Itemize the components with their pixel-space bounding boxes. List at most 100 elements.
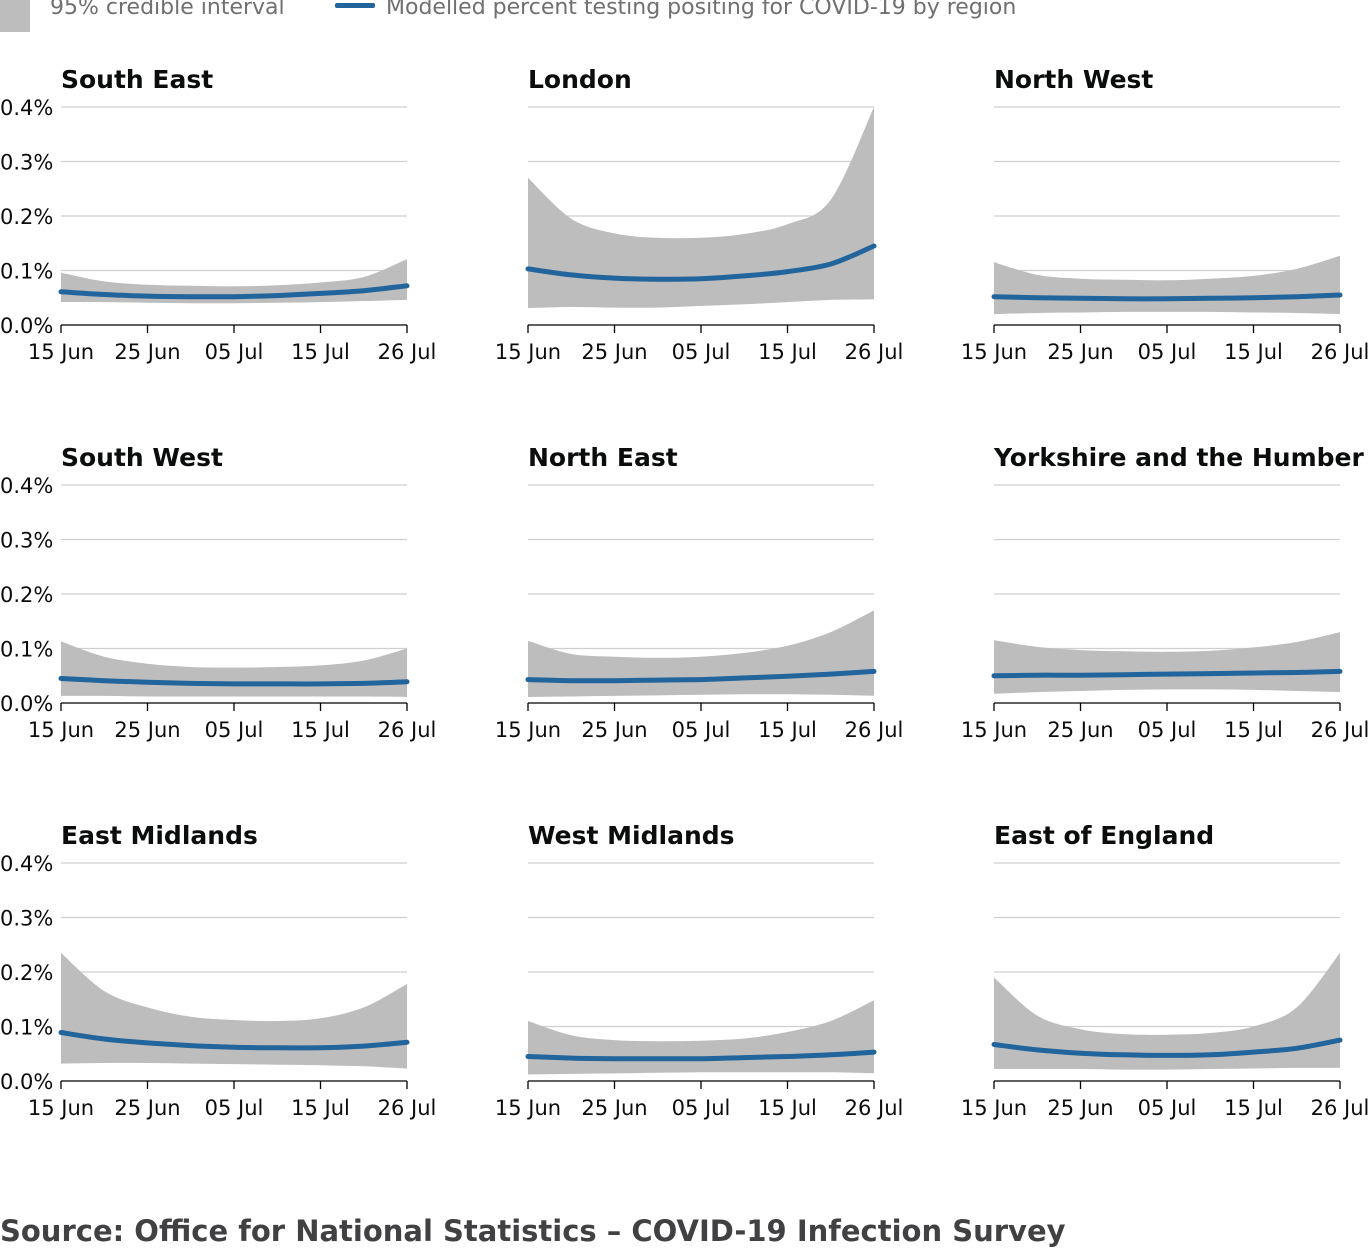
x-tick-label: 26 Jul [845,1096,904,1120]
x-tick-label: 26 Jul [1311,718,1370,742]
x-tick-label: 15 Jun [28,1096,94,1120]
y-tick-label: 0.3% [0,151,53,175]
x-tick-label: 15 Jun [495,1096,561,1120]
y-tick-label: 0.0% [0,692,53,716]
small-multiples-chart: South East 15 Jun 25 Jun 05 Jul 15 Jul 26 Jul… [0,65,1369,1120]
y-tick-label: 0.4% [0,474,53,498]
y-tick-label: 0.1% [0,1016,53,1040]
panel-south-east: South East 15 Jun 25 Jun 05 Jul 15 Jul 26 Jul… [0,65,436,364]
x-tick-label: 25 Jun [114,340,180,364]
y-tick-label: 0.1% [0,260,53,284]
credible-interval-band [61,952,407,1069]
panel-south-west: South West 15 Jun 25 Jun 05 Jul 15 Jul 26 Jul… [0,443,436,742]
x-tick-label: 25 Jun [1047,718,1113,742]
x-tick-label: 15 Jun [495,718,561,742]
x-tick-label: 26 Jul [378,718,437,742]
modelled-line [58,283,410,300]
x-tick-label: 25 Jun [581,1096,647,1120]
legend: 95% credible interval Modelled percent t… [0,0,1370,34]
panel-title: London [528,65,632,94]
x-tick-label: 26 Jul [378,1096,437,1120]
x-tick-label: 25 Jun [114,718,180,742]
panel-title: East Midlands [61,821,258,850]
panel-title: North East [528,443,678,472]
x-tick-label: 15 Jul [291,718,350,742]
panel-yorkshire-and-the-humber: Yorkshire and the Humber 15 Jun 25 Jun 05 J… [961,443,1369,742]
modelled-line [991,292,1343,302]
x-tick-label: 26 Jul [845,340,904,364]
source-note: Source: Office for National Statistics –… [0,1214,1066,1248]
x-tick-label: 15 Jul [1224,340,1283,364]
x-tick-label: 15 Jul [291,1096,350,1120]
modelled-line [525,668,877,684]
y-tick-label: 0.0% [0,1070,53,1094]
panel-north-west: North West 15 Jun 25 Jun 05 Jul 15 Jul 26 Jul [961,65,1369,364]
modelled-line [525,243,877,282]
panel-title: Yorkshire and the Humber [993,443,1364,472]
y-tick-label: 0.2% [0,961,53,985]
x-tick-label: 26 Jul [1311,340,1370,364]
credible-interval-band [994,952,1340,1070]
x-tick-label: 15 Jul [1224,1096,1283,1120]
x-tick-label: 05 Jul [672,718,731,742]
x-tick-label: 15 Jul [1224,718,1283,742]
x-tick-label: 26 Jul [378,340,437,364]
x-tick-label: 05 Jul [205,340,264,364]
interval-legend-label: 95% credible interval [50,0,285,20]
line-legend-label: Modelled percent testing positing for CO… [386,0,1017,20]
x-tick-label: 15 Jul [758,340,817,364]
credible-interval-band [994,255,1340,315]
y-tick-label: 0.4% [0,96,53,120]
x-tick-label: 05 Jul [1138,718,1197,742]
x-tick-label: 25 Jun [581,718,647,742]
y-tick-label: 0.1% [0,638,53,662]
modelled-line [991,1037,1343,1058]
x-tick-label: 25 Jun [1047,340,1113,364]
x-tick-label: 15 Jun [495,340,561,364]
panel-title: South East [61,65,213,94]
x-tick-label: 15 Jun [28,340,94,364]
panel-east-midlands: East Midlands 15 Jun 25 Jun 05 Jul 15 Jul 26 … [0,821,436,1120]
credible-interval-band [994,632,1340,694]
credible-interval-band [528,107,874,309]
x-tick-label: 26 Jul [1311,1096,1370,1120]
y-tick-label: 0.3% [0,529,53,553]
x-tick-label: 05 Jul [672,340,731,364]
x-tick-label: 15 Jul [758,1096,817,1120]
modelled-line [525,1049,877,1062]
x-tick-label: 15 Jun [961,340,1027,364]
panel-title: East of England [994,821,1214,850]
panel-london: London 15 Jun 25 Jun 05 Jul 15 Jul 26 Jul [495,65,903,364]
y-tick-label: 0.0% [0,314,53,338]
y-tick-label: 0.4% [0,852,53,876]
line-legend-swatch [335,3,375,8]
modelled-line [58,1030,410,1051]
x-tick-label: 26 Jul [845,718,904,742]
x-tick-label: 15 Jun [961,1096,1027,1120]
credible-interval-band [528,610,874,697]
x-tick-label: 25 Jun [114,1096,180,1120]
credible-interval-band [528,1000,874,1075]
x-tick-label: 25 Jun [1047,1096,1113,1120]
x-tick-label: 05 Jul [1138,340,1197,364]
x-tick-label: 05 Jul [205,718,264,742]
x-tick-label: 15 Jul [291,340,350,364]
modelled-line [58,676,410,687]
x-tick-label: 25 Jun [581,340,647,364]
y-tick-label: 0.2% [0,583,53,607]
interval-legend-swatch [0,0,30,32]
x-tick-label: 05 Jul [672,1096,731,1120]
credible-interval-band [61,641,407,697]
panel-west-midlands: West Midlands 15 Jun 25 Jun 05 Jul 15 Jul 26 … [495,821,903,1120]
x-tick-label: 05 Jul [205,1096,264,1120]
x-tick-label: 15 Jun [28,718,94,742]
y-tick-label: 0.2% [0,205,53,229]
panel-title: South West [61,443,223,472]
panel-north-east: North East 15 Jun 25 Jun 05 Jul 15 Jul 26 Jul [495,443,903,742]
panel-title: West Midlands [528,821,735,850]
modelled-line [991,668,1343,679]
x-tick-label: 05 Jul [1138,1096,1197,1120]
panel-east-of-england: East of England 15 Jun 25 Jun 05 Jul 15 Jul 2… [961,821,1369,1120]
x-tick-label: 15 Jul [758,718,817,742]
y-tick-label: 0.3% [0,907,53,931]
